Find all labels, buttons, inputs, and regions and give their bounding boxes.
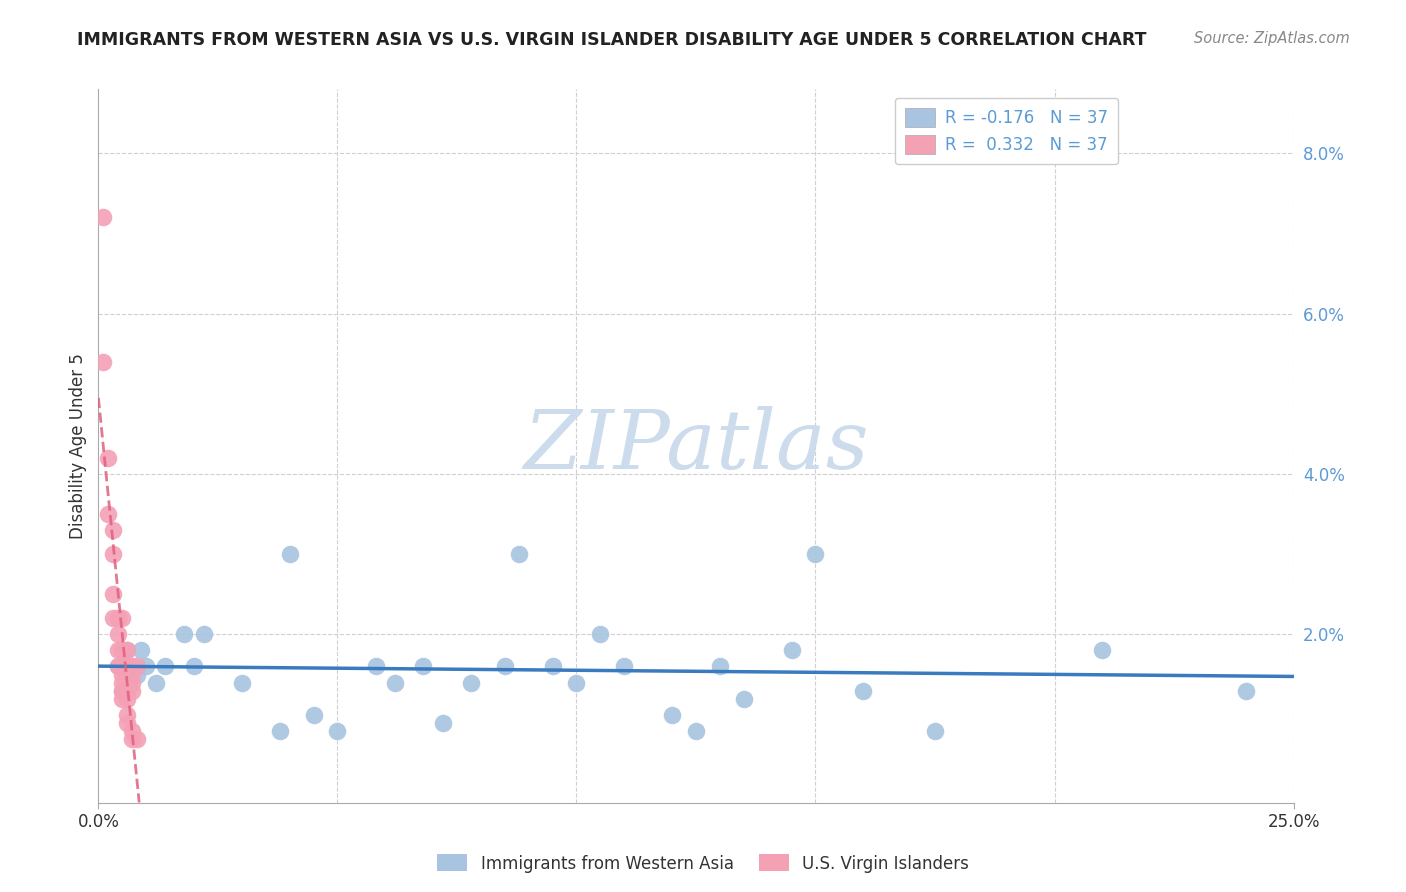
Point [111,683,134,698]
Y-axis label: Disability Age Under 5: Disability Age Under 5 [69,353,87,539]
Point [733,691,755,706]
Text: IMMIGRANTS FROM WESTERN ASIA VS U.S. VIRGIN ISLANDER DISABILITY AGE UNDER 5 CORR: IMMIGRANTS FROM WESTERN ASIA VS U.S. VIR… [77,31,1147,49]
Point [111,659,134,673]
Point [155,659,177,673]
Point [183,659,205,673]
Point [111,667,134,681]
Point [541,659,564,673]
Point [91,355,114,369]
Text: Source: ZipAtlas.com: Source: ZipAtlas.com [1194,31,1350,46]
Point [1091,643,1114,657]
Point [278,547,301,561]
Point [613,659,636,673]
Point [121,667,143,681]
Point [97,450,120,465]
Point [589,627,612,641]
Point [804,547,827,561]
Point [115,667,138,681]
Point [115,643,138,657]
Point [780,643,803,657]
Point [494,659,516,673]
Point [115,659,138,673]
Point [111,643,134,657]
Point [115,691,138,706]
Point [302,707,325,722]
Point [173,627,195,641]
Point [115,707,138,722]
Point [131,643,153,657]
Point [107,611,129,625]
Point [852,683,875,698]
Point [384,675,406,690]
Point [107,627,129,641]
Legend: Immigrants from Western Asia, U.S. Virgin Islanders: Immigrants from Western Asia, U.S. Virgi… [430,847,976,880]
Point [111,683,134,698]
Point [685,723,707,738]
Point [326,723,349,738]
Point [101,523,124,537]
Point [135,659,157,673]
Point [364,659,387,673]
Point [115,683,138,698]
Point [101,547,124,561]
Point [115,643,138,657]
Point [97,507,120,521]
Point [101,611,124,625]
Text: ZIPatlas: ZIPatlas [523,406,869,486]
Point [125,667,148,681]
Point [193,627,215,641]
Point [565,675,588,690]
Point [111,659,134,673]
Point [924,723,946,738]
Point [111,611,134,625]
Point [107,659,129,673]
Point [107,643,129,657]
Point [121,683,143,698]
Point [1234,683,1257,698]
Point [115,675,138,690]
Point [269,723,291,738]
Point [111,675,134,690]
Point [115,683,138,698]
Point [121,659,143,673]
Point [661,707,683,722]
Point [508,547,530,561]
Point [460,675,482,690]
Point [107,659,129,673]
Point [125,659,148,673]
Point [231,675,253,690]
Point [101,587,124,601]
Point [125,731,148,746]
Point [115,715,138,730]
Point [412,659,434,673]
Point [111,691,134,706]
Point [145,675,167,690]
Point [121,723,143,738]
Point [121,731,143,746]
Point [121,675,143,690]
Point [432,715,454,730]
Point [91,211,114,225]
Legend: R = -0.176   N = 37, R =  0.332   N = 37: R = -0.176 N = 37, R = 0.332 N = 37 [894,97,1118,164]
Point [709,659,731,673]
